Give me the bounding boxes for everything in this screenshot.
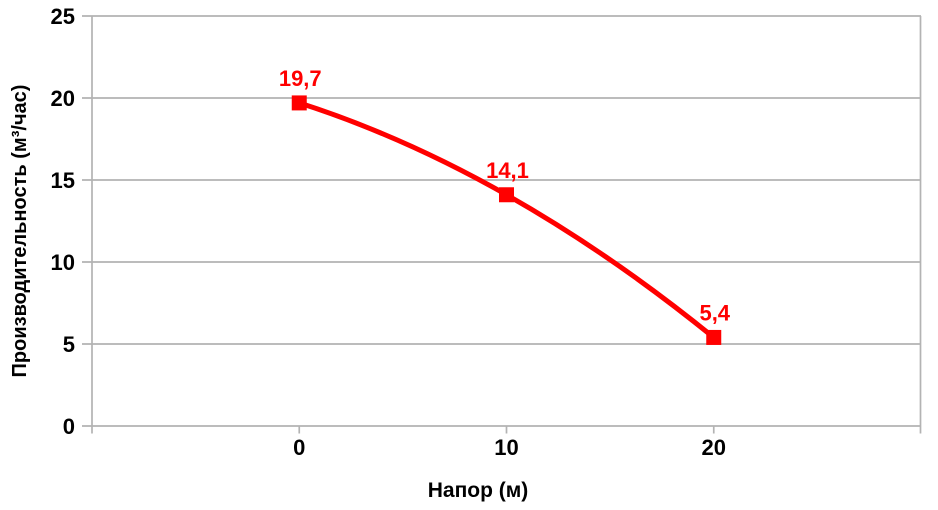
data-point-label: 5,4	[699, 300, 730, 325]
y-axis-tick-label: 20	[51, 86, 75, 111]
x-axis-tick-label: 10	[494, 435, 518, 460]
data-point-label: 19,7	[279, 66, 322, 91]
data-point-marker	[499, 187, 514, 203]
x-axis-tick-label: 0	[293, 435, 305, 460]
data-point-marker	[706, 329, 722, 345]
y-axis-tick-label: 5	[63, 332, 75, 357]
data-point-label: 14,1	[486, 158, 529, 183]
x-axis-title: Напор (м)	[428, 479, 529, 502]
x-axis-tick-label: 20	[702, 435, 726, 460]
y-axis-tick-label: 15	[51, 168, 75, 193]
series-line	[298, 100, 716, 340]
y-axis-tick-label: 0	[63, 414, 75, 439]
y-axis-tick-label: 25	[51, 4, 75, 29]
data-point-marker	[291, 95, 307, 111]
y-axis-tick-label: 10	[51, 250, 75, 275]
y-axis-title: Производительность (м³/час)	[9, 85, 31, 378]
